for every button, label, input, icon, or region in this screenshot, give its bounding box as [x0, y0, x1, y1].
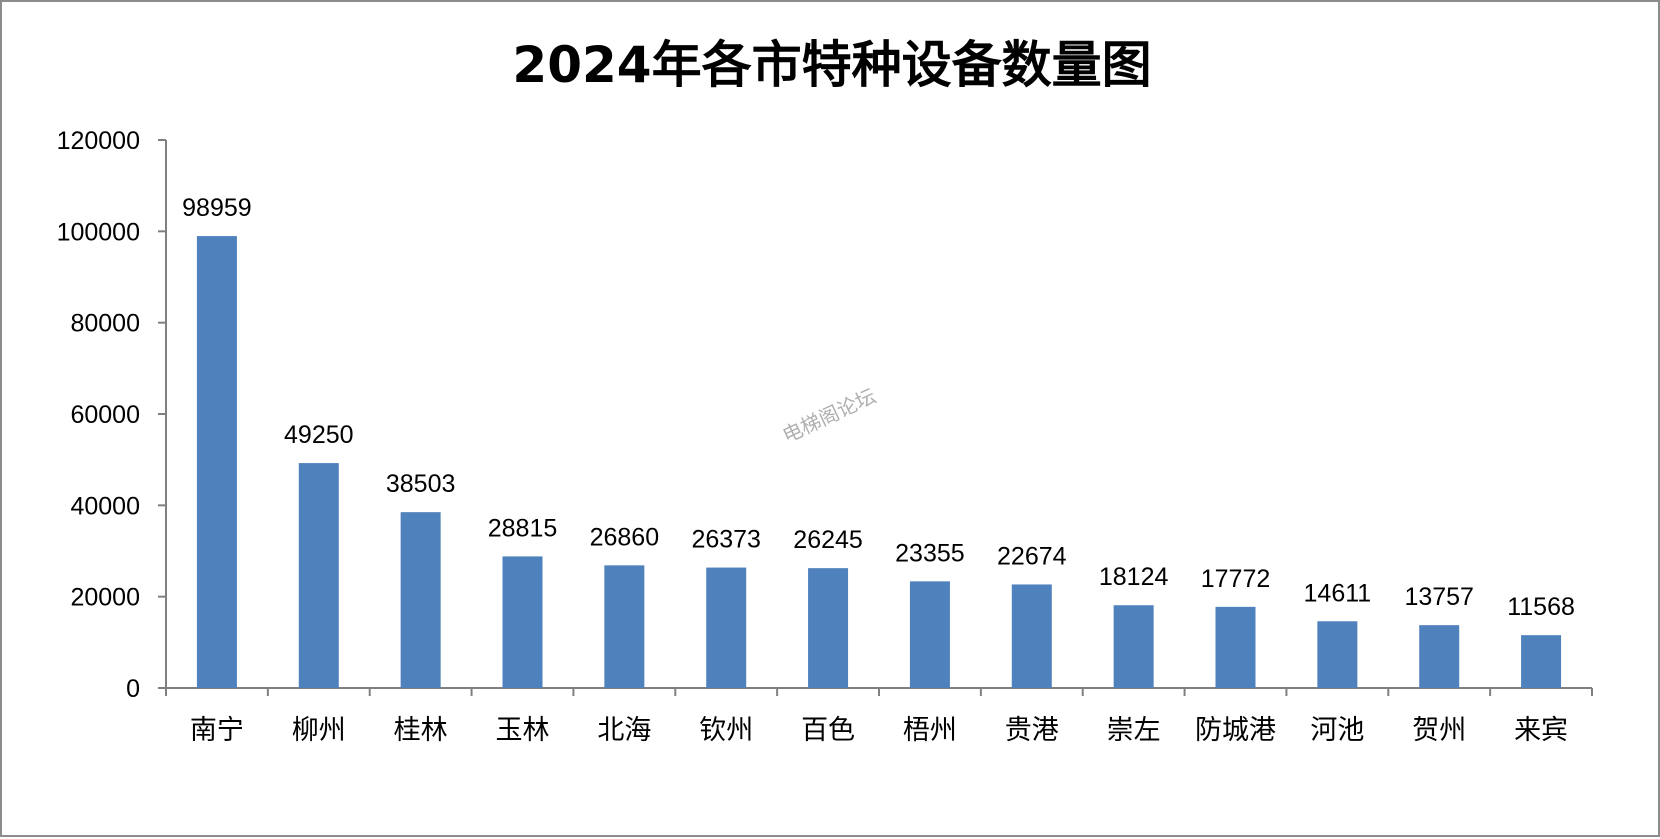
- data-label: 23355: [895, 539, 965, 567]
- bar: [502, 556, 543, 688]
- bars: [196, 236, 1562, 689]
- data-label: 11568: [1507, 593, 1575, 621]
- bar: [808, 568, 849, 688]
- bar: [1317, 621, 1358, 688]
- x-tick-label: 河池: [1310, 715, 1364, 746]
- x-tick-label: 北海: [597, 715, 651, 746]
- axes: [158, 139, 1593, 696]
- data-label: 14611: [1304, 579, 1372, 607]
- bar: [196, 236, 237, 689]
- bar: [298, 463, 339, 688]
- x-tick-label: 梧州: [903, 715, 957, 746]
- data-labels: 98959 49250 38503 28815 26860 26373 26245 23355…: [182, 194, 1575, 621]
- y-tick-label: 60000: [70, 401, 140, 429]
- data-label: 22674: [997, 542, 1067, 570]
- bar: [1011, 584, 1052, 688]
- x-tick-label: 防城港: [1195, 715, 1276, 746]
- x-tick-label: 桂林: [394, 715, 448, 746]
- y-tick-label: 100000: [57, 218, 140, 246]
- bar: [400, 512, 441, 688]
- data-label: 98959: [182, 194, 252, 222]
- x-tick-label: 柳州: [292, 715, 346, 746]
- data-label: 26245: [793, 526, 863, 554]
- x-tick-label: 百色: [801, 715, 855, 746]
- y-tick-label: 80000: [70, 310, 140, 338]
- bar: [1521, 635, 1562, 688]
- y-tick-labels: 0 20000 40000 60000 80000 100000 120000: [57, 127, 140, 703]
- data-label: 17772: [1201, 565, 1271, 593]
- x-tick-label: 来宾: [1514, 715, 1568, 746]
- data-label: 49250: [284, 421, 354, 449]
- data-label: 38503: [386, 470, 456, 498]
- bar: [1215, 606, 1256, 688]
- data-label: 18124: [1099, 563, 1169, 591]
- x-tick-label: 崇左: [1107, 715, 1161, 746]
- x-tick-labels: 南宁 柳州 桂林 玉林 北海 钦州 百色 梧州 贵港 崇左 防城港 河池 贺州 来宾: [190, 715, 1568, 746]
- x-tick-label: 玉林: [496, 715, 550, 746]
- bar: [1113, 605, 1154, 688]
- x-tick-label: 钦州: [699, 715, 753, 746]
- watermark: 电梯阁论坛: [779, 384, 880, 448]
- bar: [604, 565, 645, 688]
- x-tick-label: 贺州: [1412, 715, 1466, 746]
- y-tick-label: 120000: [57, 127, 140, 155]
- data-label: 13757: [1404, 583, 1474, 611]
- chart-title: 2024年各市特种设备数量图: [512, 36, 1151, 94]
- y-tick-label: 40000: [70, 492, 140, 520]
- data-label: 28815: [488, 514, 558, 542]
- y-tick-label: 0: [126, 675, 140, 703]
- y-tick-label: 20000: [70, 584, 140, 612]
- bar: [909, 581, 950, 688]
- data-label: 26860: [590, 523, 660, 551]
- data-label: 26373: [691, 526, 761, 554]
- x-tick-label: 贵港: [1005, 715, 1059, 746]
- bar: [706, 567, 747, 688]
- bar: [1419, 625, 1460, 688]
- x-tick-label: 南宁: [190, 715, 244, 746]
